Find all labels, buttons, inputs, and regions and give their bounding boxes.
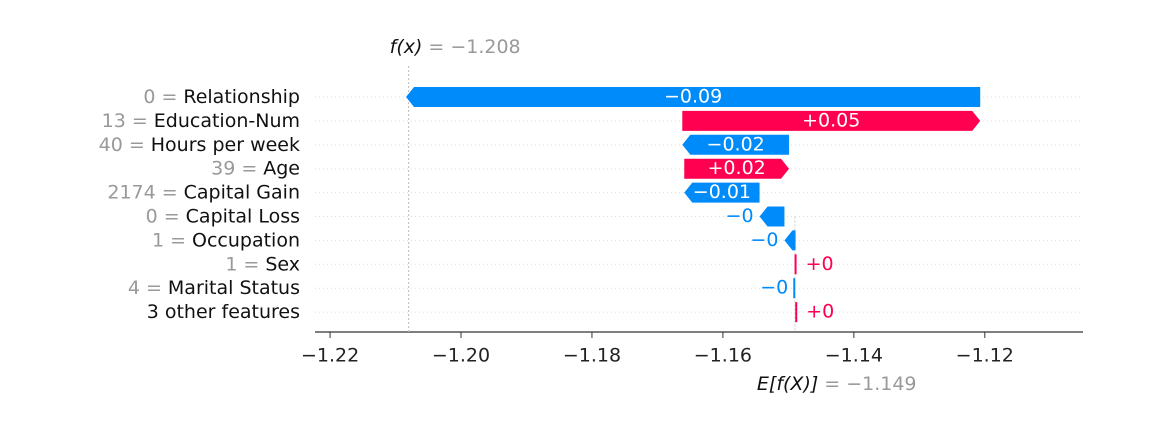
feature-name: Age: [263, 157, 300, 179]
x-tick-label: −1.20: [432, 345, 490, 367]
equals: =: [132, 109, 148, 131]
feature-name: Relationship: [183, 86, 300, 108]
feature-label: 13 = Education-Num: [102, 109, 300, 131]
feature-value: 1: [225, 253, 237, 275]
base-label-value: −1.149: [846, 373, 916, 395]
feature-label: 0 = Relationship: [143, 86, 300, 108]
equals: =: [243, 253, 259, 275]
equals: =: [241, 157, 257, 179]
bar-label: −0: [750, 229, 778, 251]
feature-label: 4 = Marital Status: [128, 277, 300, 299]
feature-value: 0: [146, 205, 158, 227]
feature-label: 40 = Hours per week: [99, 133, 300, 155]
bar-label: +0.02: [708, 157, 766, 179]
feature-name: 3 other features: [147, 301, 300, 323]
bar: [684, 158, 790, 179]
feature-label: 3 other features: [147, 301, 300, 323]
x-tick-label: −1.12: [956, 345, 1014, 367]
bar: [682, 134, 790, 155]
bar: [793, 278, 796, 299]
base-label: E[f(X)] = −1.149: [757, 373, 917, 395]
equals: =: [146, 277, 162, 299]
x-tick-label: −1.18: [563, 345, 621, 367]
feature-value: 4: [128, 277, 140, 299]
x-tick-label: −1.22: [301, 345, 359, 367]
feature-name: Education-Num: [154, 109, 300, 131]
feature-label: 39 = Age: [211, 157, 300, 179]
feature-value: 0: [143, 86, 155, 108]
feature-value: 1: [152, 229, 164, 251]
feature-name: Capital Gain: [184, 181, 300, 203]
feature-name: Marital Status: [168, 277, 300, 299]
bar-label: −0.09: [664, 86, 722, 108]
bar-label: −0.02: [707, 133, 765, 155]
bar: [784, 230, 796, 251]
feature-name: Occupation: [192, 229, 300, 251]
bar: [684, 182, 760, 203]
feature-name: Hours per week: [151, 133, 300, 155]
bar-label: +0: [806, 301, 834, 323]
feature-value: 13: [102, 109, 126, 131]
equals: =: [162, 181, 178, 203]
feature-name: Sex: [265, 253, 300, 275]
bar: [795, 302, 798, 323]
bar: [759, 206, 785, 227]
feature-value: 40: [99, 133, 123, 155]
equals: =: [129, 133, 145, 155]
output-label: f(x) = −1.208: [390, 36, 521, 58]
bar: [682, 110, 981, 131]
feature-value: 39: [211, 157, 235, 179]
bar-label: +0.05: [802, 109, 860, 131]
feature-label: 2174 = Capital Gain: [107, 181, 300, 203]
base-label-name: E[f(X)]: [757, 373, 818, 395]
bar-label: −0: [760, 277, 788, 299]
equals: =: [428, 36, 444, 58]
x-tick-label: −1.14: [825, 345, 883, 367]
bar-label: +0: [806, 253, 834, 275]
x-tick-label: −1.16: [694, 345, 752, 367]
feature-name: Capital Loss: [186, 205, 300, 227]
feature-value: 2174: [107, 181, 155, 203]
output-label-name: f(x): [390, 36, 423, 58]
bar-label: −0.01: [693, 181, 751, 203]
equals: =: [161, 86, 177, 108]
bar-label: −0: [726, 205, 754, 227]
feature-label: 1 = Occupation: [152, 229, 300, 251]
bar: [406, 87, 981, 107]
output-label-value: −1.208: [450, 36, 520, 58]
feature-label: 0 = Capital Loss: [146, 205, 300, 227]
bar: [794, 254, 797, 275]
feature-label: 1 = Sex: [225, 253, 300, 275]
equals: =: [170, 229, 186, 251]
equals: =: [824, 373, 840, 395]
equals: =: [164, 205, 180, 227]
